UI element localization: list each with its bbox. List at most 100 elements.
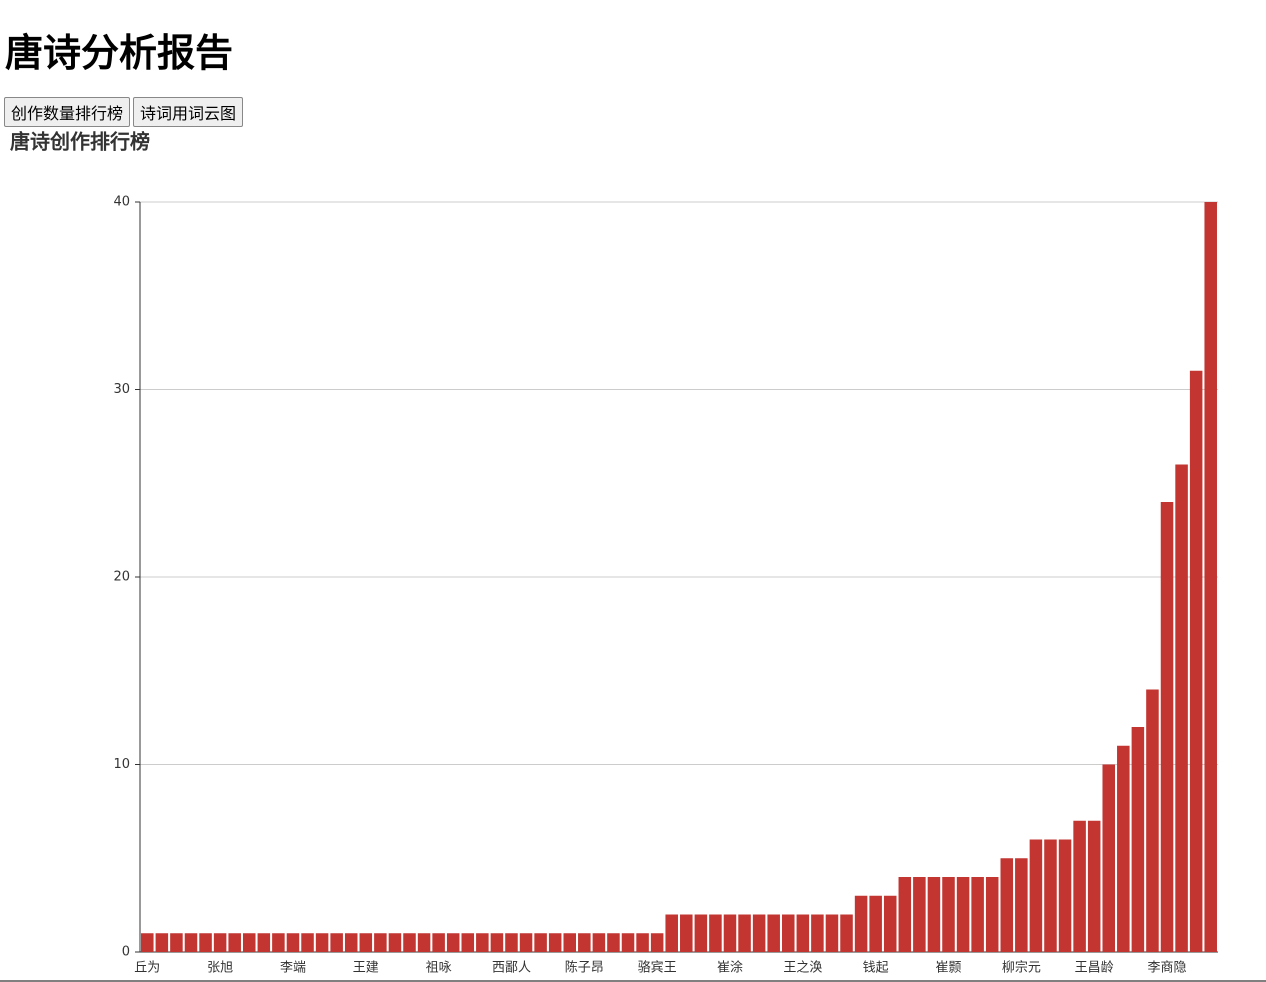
- bar: [388, 933, 402, 952]
- bar: [1131, 727, 1145, 952]
- bar: [680, 914, 693, 952]
- bar: [709, 914, 722, 952]
- bar: [1117, 745, 1130, 952]
- bar: [374, 933, 387, 952]
- x-tick-label: 李商隐: [1148, 961, 1187, 976]
- x-tick-label: 丘为: [134, 961, 160, 976]
- bar: [781, 914, 795, 952]
- y-tick-label: 20: [113, 570, 130, 585]
- x-tick-label: 崔涂: [717, 960, 743, 976]
- bar: [767, 914, 780, 952]
- bar: [592, 933, 606, 952]
- bar: [199, 933, 212, 952]
- x-tick-label: 王之涣: [783, 961, 822, 976]
- bar: [1000, 858, 1014, 952]
- bar: [1015, 858, 1028, 952]
- y-tick-label: 10: [113, 757, 130, 772]
- bar: [854, 895, 868, 952]
- bar: [1073, 820, 1086, 952]
- bar: [898, 877, 912, 952]
- x-tick-label: 张旭: [207, 961, 233, 976]
- bar: [578, 933, 591, 952]
- bar: [548, 933, 562, 952]
- bar: [913, 877, 926, 952]
- bar: [344, 933, 358, 952]
- bar: [330, 933, 343, 952]
- bar: [534, 933, 547, 952]
- bar: [738, 914, 751, 952]
- bar: [869, 895, 882, 952]
- bar: [301, 933, 314, 952]
- x-tick-label: 王建: [353, 961, 379, 976]
- bar: [505, 933, 518, 952]
- tab-button[interactable]: 创作数量排行榜: [4, 97, 131, 127]
- x-tick-label: 陈子昂: [565, 960, 604, 976]
- bar: [811, 914, 824, 952]
- bar: [985, 877, 999, 952]
- bar: [1029, 839, 1043, 952]
- y-tick-label: 30: [113, 382, 130, 397]
- bar: [1044, 839, 1057, 952]
- chart-title: 唐诗创作排行榜: [10, 130, 150, 154]
- bar: [213, 933, 227, 952]
- bar: [272, 933, 285, 952]
- bar: [432, 933, 445, 952]
- y-tick-label: 40: [113, 195, 130, 210]
- bar: [621, 933, 635, 952]
- tab-button[interactable]: 诗词用词云图: [133, 97, 244, 127]
- bar: [1189, 370, 1203, 952]
- bar: [446, 933, 460, 952]
- bar: [286, 933, 300, 952]
- bar: [650, 933, 664, 952]
- bar: [1102, 764, 1116, 952]
- bar: [476, 933, 489, 952]
- bar: [956, 877, 970, 952]
- button-bar: 创作数量排行榜 诗词用词云图: [4, 97, 246, 127]
- y-tick-label: 0: [122, 945, 130, 960]
- bar: [1160, 502, 1174, 952]
- x-tick-label: 骆宾王: [638, 960, 677, 976]
- bar: [359, 933, 373, 952]
- bar: [723, 914, 737, 952]
- bar: [417, 933, 431, 952]
- bar: [315, 933, 329, 952]
- bar: [228, 933, 241, 952]
- bar: [1087, 820, 1101, 952]
- bar: [636, 933, 649, 952]
- bar: [519, 933, 533, 952]
- x-tick-label: 柳宗元: [1002, 960, 1041, 976]
- x-tick-label: 西鄙人: [492, 961, 531, 976]
- bar: [184, 933, 198, 952]
- bar: [1204, 202, 1217, 952]
- bar: [927, 877, 941, 952]
- bar: [883, 895, 897, 952]
- bar: [1058, 839, 1072, 952]
- x-tick-label: 李端: [280, 961, 306, 976]
- bar: [796, 914, 810, 952]
- bar: [155, 933, 169, 952]
- bar: [141, 933, 154, 952]
- bar: [170, 933, 183, 952]
- bar: [563, 933, 577, 952]
- bar: [942, 877, 955, 952]
- page-title: 唐诗分析报告: [5, 31, 234, 75]
- bar: [971, 877, 984, 952]
- bar: [490, 933, 504, 952]
- x-tick-label: 王昌龄: [1075, 961, 1114, 976]
- x-tick-label: 崔颢: [935, 960, 961, 976]
- bar: [242, 933, 256, 952]
- bar: [461, 933, 475, 952]
- x-tick-label: 祖咏: [426, 961, 452, 976]
- bar: [257, 933, 271, 952]
- bar: [752, 914, 766, 952]
- bar: [1175, 464, 1188, 952]
- bar: [665, 914, 678, 952]
- bar: [840, 914, 853, 952]
- bar: [403, 933, 416, 952]
- bar: [607, 933, 620, 952]
- bar: [1146, 689, 1159, 952]
- bar: [825, 914, 839, 952]
- x-tick-label: 钱起: [863, 961, 889, 976]
